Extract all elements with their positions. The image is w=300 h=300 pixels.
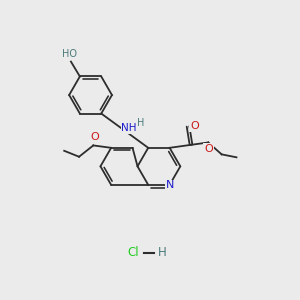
Text: Cl: Cl — [127, 246, 139, 259]
Text: HO: HO — [62, 49, 77, 58]
Text: H: H — [137, 118, 144, 128]
Text: H: H — [158, 246, 166, 259]
Text: O: O — [204, 144, 213, 154]
Text: NH: NH — [122, 123, 137, 133]
Text: O: O — [190, 122, 199, 131]
Text: N: N — [166, 181, 175, 190]
Text: O: O — [90, 132, 99, 142]
